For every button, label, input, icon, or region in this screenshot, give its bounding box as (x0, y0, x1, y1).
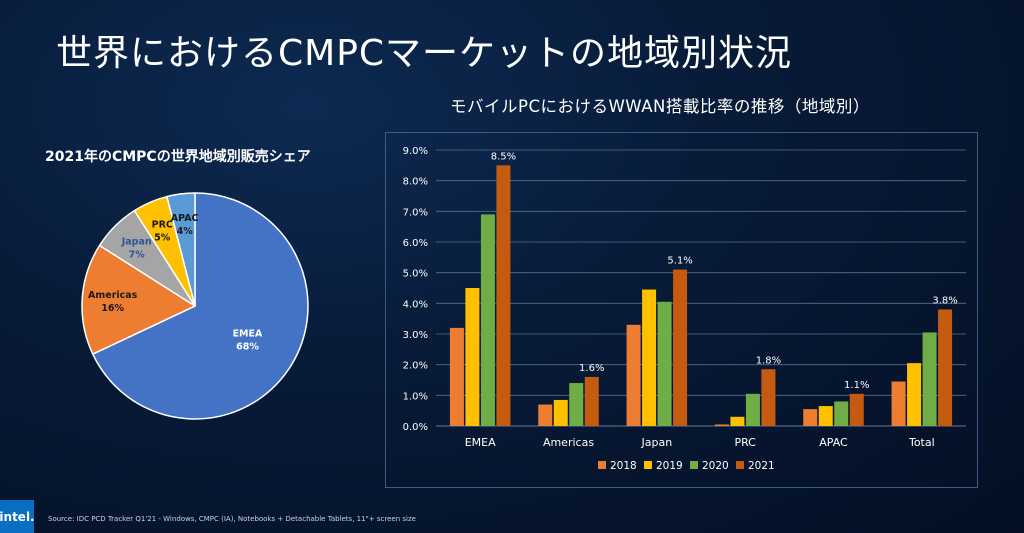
pie-label-americas: Americas (88, 290, 138, 301)
y-tick-label: 1.0% (403, 391, 428, 402)
bar-prc-2020 (745, 393, 760, 426)
legend-swatch-2020 (690, 461, 698, 469)
x-tick-label-japan: Japan (640, 436, 672, 449)
y-tick-label: 5.0% (403, 269, 428, 280)
legend-label-2021: 2021 (748, 460, 775, 472)
bar-prc-2019 (730, 416, 745, 426)
bar-chart: 0.0% 1.0% 2.0% 3.0% 4.0% 5.0% 6.0% 7.0% 8.0% 9.0%… (403, 146, 966, 472)
bar-prc-2021 (761, 369, 776, 426)
y-tick-label: 4.0% (403, 299, 428, 310)
pie-value-japan: 7% (129, 250, 146, 261)
x-tick-label-total: Total (908, 436, 935, 449)
data-label-total: 3.8% (932, 295, 957, 306)
pie-value-prc: 5% (154, 232, 171, 243)
pie-value-emea: 68% (236, 341, 259, 352)
pie-slice-apac (165, 192, 196, 307)
pie-label-apac: APAC (171, 213, 199, 224)
pie-label-emea: EMEA (233, 328, 263, 339)
bar-japan-2018 (626, 324, 641, 426)
legend-label-2019: 2019 (656, 460, 683, 472)
bar-americas-2018 (538, 404, 553, 426)
bar-prc-2018 (714, 424, 729, 426)
bar-apac-2020 (834, 401, 849, 426)
x-tick-label-prc: PRC (734, 436, 756, 449)
legend-swatch-2018 (598, 461, 606, 469)
bar-emea-2020 (480, 214, 495, 426)
source-note: Source: IDC PCD Tracker Q1'21 - Windows,… (48, 515, 416, 523)
intel-logo: intel. (0, 500, 35, 533)
bar-americas-2019 (553, 399, 568, 426)
data-label-emea: 8.5% (491, 151, 516, 162)
bar-japan-2020 (657, 301, 672, 426)
data-label-americas: 1.6% (579, 363, 604, 374)
y-tick-label: 6.0% (403, 238, 428, 249)
pie-value-americas: 16% (101, 303, 124, 314)
y-tick-label: 9.0% (403, 146, 428, 157)
bar-total-2020 (922, 332, 937, 426)
bar-americas-2021 (584, 376, 599, 426)
bar-chart-title: モバイルPCにおけるWWAN搭載比率の推移（地域別） (450, 97, 870, 116)
bar-japan-2019 (642, 289, 657, 426)
slide-title: 世界におけるCMPCマーケットの地域別状況 (56, 33, 793, 74)
pie-label-prc: PRC (152, 219, 173, 230)
y-tick-label: 3.0% (403, 330, 428, 341)
bar-chart-frame: 0.0% 1.0% 2.0% 3.0% 4.0% 5.0% 6.0% 7.0% 8.0% 9.0%… (385, 132, 978, 488)
y-tick-label: 0.0% (403, 422, 428, 433)
bar-total-2018 (891, 381, 906, 426)
pie-chart: EMEA 68% Americas 16% Japan 7% PRC 5%APAC 4% (81, 192, 309, 420)
legend-swatch-2019 (644, 461, 652, 469)
bar-americas-2020 (569, 383, 584, 426)
bar-apac-2019 (818, 406, 833, 426)
legend-swatch-2021 (736, 461, 744, 469)
pie-chart-title: 2021年のCMPCの世界地域別販売シェア (45, 149, 311, 165)
bar-emea-2021 (496, 165, 511, 427)
data-label-prc: 1.8% (756, 355, 781, 366)
legend-label-2020: 2020 (702, 460, 729, 472)
y-tick-label: 8.0% (403, 177, 428, 188)
bar-apac-2018 (803, 409, 818, 426)
x-tick-label-apac: APAC (819, 436, 848, 449)
y-tick-label: 7.0% (403, 207, 428, 218)
legend-label-2018: 2018 (610, 460, 637, 472)
pie-slice-emea (91, 192, 309, 420)
bar-japan-2021 (673, 269, 688, 426)
data-label-japan: 5.1% (667, 256, 692, 267)
pie-label-japan: Japan (121, 237, 152, 248)
pie-value-apac: 4% (177, 226, 194, 237)
data-label-apac: 1.1% (844, 380, 869, 391)
x-tick-label-emea: EMEA (465, 436, 496, 449)
y-tick-label: 2.0% (403, 361, 428, 372)
bar-total-2019 (907, 363, 922, 426)
bar-total-2021 (938, 309, 953, 426)
bar-emea-2018 (449, 327, 464, 426)
pie-slice-americas (81, 244, 197, 356)
bar-apac-2021 (849, 393, 864, 426)
x-tick-label-americas: Americas (543, 436, 594, 449)
bar-emea-2019 (465, 288, 480, 426)
